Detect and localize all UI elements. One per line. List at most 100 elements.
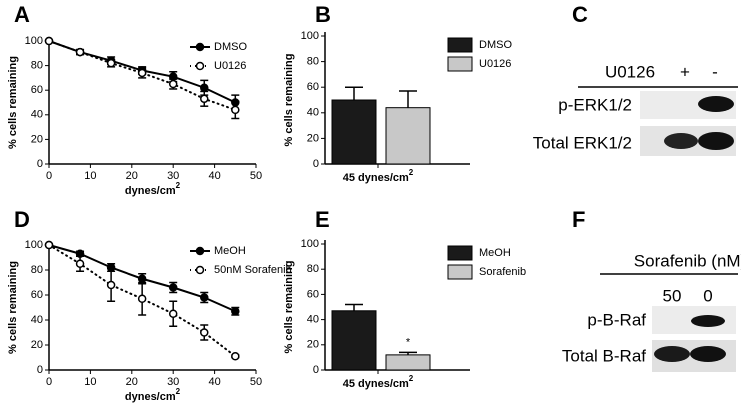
bar <box>385 107 431 165</box>
y-tick-label: 20 <box>31 133 43 145</box>
blot-row-label: p-B-Raf <box>587 310 646 329</box>
y-tick-label: 0 <box>313 364 319 376</box>
x-tick-label: 45 dynes/cm2 <box>343 374 414 390</box>
x-axis-label: dynes/cm2 <box>125 181 181 197</box>
point <box>75 47 85 57</box>
point <box>168 309 178 318</box>
y-tick-label: 0 <box>37 158 43 170</box>
legend-label: U0126 <box>214 60 246 72</box>
point <box>137 294 147 303</box>
lane-label: 50 <box>663 286 682 305</box>
y-tick-label: 100 <box>25 239 43 251</box>
y-tick-label: 40 <box>307 107 319 119</box>
blot-row-label: p-ERK1/2 <box>558 95 632 114</box>
y-tick-label: 100 <box>25 35 43 47</box>
x-tick-label: 0 <box>46 170 52 182</box>
band <box>690 346 726 362</box>
blot-row-label: Total ERK1/2 <box>533 133 632 152</box>
y-tick-label: 60 <box>31 289 43 301</box>
legend-label: 50nM Sorafenib <box>214 264 292 276</box>
x-tick-label: 0 <box>46 376 52 388</box>
legend-marker <box>195 61 205 71</box>
point <box>200 83 209 92</box>
y-tick-label: 60 <box>307 81 319 93</box>
point <box>106 58 116 68</box>
blot-row-label: Total B-Raf <box>562 346 646 365</box>
band <box>664 133 698 149</box>
legend-label: DMSO <box>214 41 247 53</box>
panel-letter: C <box>572 2 588 27</box>
panel-letter: E <box>315 207 330 232</box>
point <box>137 68 147 78</box>
legend-label: MeOH <box>479 247 511 259</box>
point <box>168 283 178 292</box>
x-tick-label: 50 <box>250 170 262 182</box>
point <box>168 79 178 89</box>
legend-swatch <box>447 56 473 72</box>
point <box>106 280 116 290</box>
annotation: * <box>406 336 411 348</box>
x-axis-label: dynes/cm2 <box>125 387 181 403</box>
y-tick-label: 80 <box>31 60 43 72</box>
error-bar <box>399 90 417 108</box>
blot-header: U0126 <box>605 62 655 81</box>
lane-label: 0 <box>703 286 712 305</box>
point <box>75 259 85 268</box>
x-tick-label: 30 <box>167 376 179 388</box>
error-bar <box>345 303 363 311</box>
y-tick-label: 80 <box>307 263 319 275</box>
x-tick-label: 20 <box>126 376 138 388</box>
band <box>698 132 734 150</box>
x-axis-label-sup: 2 <box>176 387 181 396</box>
panel-letter: A <box>14 2 30 27</box>
y-tick-label: 60 <box>307 288 319 300</box>
y-tick-label: 0 <box>313 158 319 170</box>
bar <box>331 310 377 371</box>
y-axis-label: % cells remaining <box>283 261 295 354</box>
x-axis-label-main: dynes/cm <box>125 185 176 197</box>
band <box>654 346 690 362</box>
legend-marker <box>195 265 205 275</box>
y-tick-label: 20 <box>307 339 319 351</box>
y-tick-label: 40 <box>31 314 43 326</box>
x-tick-label-sup: 2 <box>409 168 414 177</box>
error-bar <box>399 351 417 355</box>
legend-label: MeOH <box>214 245 246 257</box>
x-tick-label: 10 <box>84 376 96 388</box>
x-tick-label-main: 45 dynes/cm <box>343 172 409 184</box>
x-axis-label-sup: 2 <box>176 181 181 190</box>
y-axis-label: % cells remaining <box>283 54 295 147</box>
point <box>200 328 209 337</box>
x-tick-label-main: 45 dynes/cm <box>343 378 409 390</box>
blot-header: Sorafenib (nM) <box>634 251 741 270</box>
x-tick-label-sup: 2 <box>409 374 414 383</box>
panel-letter: B <box>315 2 331 27</box>
y-tick-label: 80 <box>31 264 43 276</box>
point <box>231 352 240 361</box>
y-tick-label: 0 <box>37 364 43 376</box>
legend-marker <box>195 42 205 52</box>
lane-label: + <box>680 62 690 81</box>
point <box>44 36 54 46</box>
legend-label: DMSO <box>479 39 512 51</box>
x-tick-label: 45 dynes/cm2 <box>343 168 414 184</box>
legend-swatch <box>447 245 473 261</box>
legend-label: U0126 <box>479 58 511 70</box>
error-bar <box>345 86 363 100</box>
legend-swatch <box>447 264 473 280</box>
y-tick-label: 20 <box>31 339 43 351</box>
x-tick-label: 10 <box>84 170 96 182</box>
point <box>231 307 240 316</box>
y-tick-label: 20 <box>307 132 319 144</box>
lane-label: - <box>712 62 718 81</box>
point <box>200 94 209 104</box>
point <box>137 274 147 283</box>
point <box>200 293 209 302</box>
y-tick-label: 60 <box>31 84 43 96</box>
legend-marker <box>195 246 205 256</box>
legend-label: Sorafenib <box>479 266 526 278</box>
band <box>691 315 725 327</box>
legend-swatch <box>447 37 473 53</box>
y-tick-label: 80 <box>307 56 319 68</box>
